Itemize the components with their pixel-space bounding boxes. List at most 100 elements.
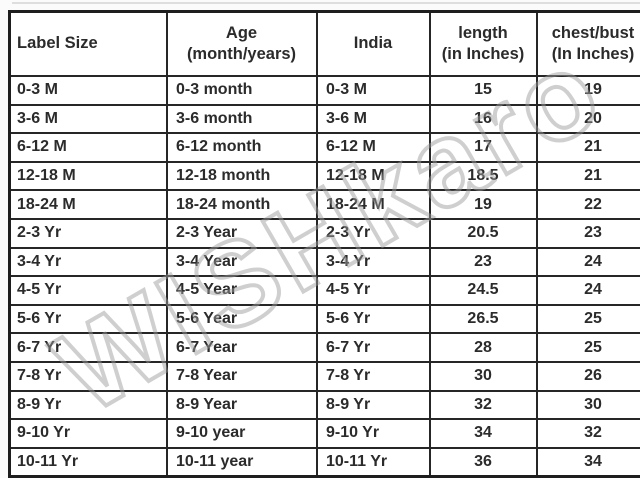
table-cell: 6-7 Year	[167, 333, 317, 362]
table-cell: 6-12 M	[317, 133, 430, 162]
header-line: (month/years)	[168, 44, 315, 65]
table-cell: 24	[537, 276, 640, 305]
header-line: Label Size	[17, 33, 165, 54]
header-row: Label Size Age (month/years) India lengt…	[10, 12, 640, 77]
table-cell: 9-10 year	[167, 419, 317, 448]
table-cell: 3-6 month	[167, 105, 317, 134]
table-cell: 7-8 Yr	[10, 362, 168, 391]
table-cell: 18.5	[430, 162, 537, 191]
table-cell: 3-6 M	[317, 105, 430, 134]
table-cell: 30	[430, 362, 537, 391]
table-cell: 34	[430, 419, 537, 448]
table-cell: 3-6 M	[10, 105, 168, 134]
table-cell: 3-4 Yr	[10, 248, 168, 277]
table-cell: 8-9 Yr	[317, 391, 430, 420]
header-line: (in Inches)	[431, 44, 535, 65]
table-cell: 7-8 Year	[167, 362, 317, 391]
table-cell: 20	[537, 105, 640, 134]
table-cell: 10-11 Yr	[317, 448, 430, 477]
table-cell: 6-7 Yr	[10, 333, 168, 362]
table-cell: 9-10 Yr	[10, 419, 168, 448]
header-line: (In Inches)	[538, 44, 640, 65]
table-cell: 5-6 Yr	[317, 305, 430, 334]
table-cell: 7-8 Yr	[317, 362, 430, 391]
table-cell: 23	[430, 248, 537, 277]
table-cell: 12-18 M	[10, 162, 168, 191]
table-cell: 2-3 Year	[167, 219, 317, 248]
table-cell: 26.5	[430, 305, 537, 334]
table-cell: 8-9 Yr	[10, 391, 168, 420]
table-cell: 4-5 Yr	[10, 276, 168, 305]
table-cell: 32	[537, 419, 640, 448]
table-cell: 6-12 M	[10, 133, 168, 162]
table-cell: 10-11 year	[167, 448, 317, 477]
photo-top-edge-artifact	[12, 2, 640, 4]
table-cell: 6-12 month	[167, 133, 317, 162]
table-cell: 3-4 Yr	[317, 248, 430, 277]
col-header-label-size: Label Size	[10, 12, 168, 77]
table-cell: 36	[430, 448, 537, 477]
table-cell: 5-6 Yr	[10, 305, 168, 334]
table-cell: 21	[537, 133, 640, 162]
table-cell: 25	[537, 333, 640, 362]
table-cell: 24	[537, 248, 640, 277]
table-cell: 10-11 Yr	[10, 448, 168, 477]
table-cell: 17	[430, 133, 537, 162]
table-cell: 23	[537, 219, 640, 248]
table-cell: 26	[537, 362, 640, 391]
table-header: Label Size Age (month/years) India lengt…	[10, 12, 640, 77]
table-cell: 12-18 M	[317, 162, 430, 191]
table-cell: 0-3 month	[167, 76, 317, 105]
table-cell: 5-6 Year	[167, 305, 317, 334]
table-cell: 18-24 M	[10, 190, 168, 219]
col-header-age: Age (month/years)	[167, 12, 317, 77]
table-cell: 24.5	[430, 276, 537, 305]
size-chart-table: Label Size Age (month/years) India lengt…	[8, 10, 640, 478]
table-cell: 6-7 Yr	[317, 333, 430, 362]
table-cell: 2-3 Yr	[317, 219, 430, 248]
table-cell: 16	[430, 105, 537, 134]
header-line: India	[318, 33, 428, 54]
table-cell: 19	[537, 76, 640, 105]
table-cell: 12-18 month	[167, 162, 317, 191]
col-header-chest-bust: chest/bust (In Inches)	[537, 12, 640, 77]
table-cell: 20.5	[430, 219, 537, 248]
table-cell: 9-10 Yr	[317, 419, 430, 448]
table-cell: 30	[537, 391, 640, 420]
table-cell: 19	[430, 190, 537, 219]
table-cell: 34	[537, 448, 640, 477]
header-line: length	[431, 23, 535, 44]
header-line: chest/bust	[538, 23, 640, 44]
col-header-length: length (in Inches)	[430, 12, 537, 77]
table-cell: 18-24 M	[317, 190, 430, 219]
table-cell: 0-3 M	[10, 76, 168, 105]
table-cell: 4-5 Yr	[317, 276, 430, 305]
table-cell: 4-5 Year	[167, 276, 317, 305]
table-cell: 0-3 M	[317, 76, 430, 105]
table-cell: 25	[537, 305, 640, 334]
table-cell: 21	[537, 162, 640, 191]
table-cell: 32	[430, 391, 537, 420]
table-cell: 22	[537, 190, 640, 219]
table-cell: 18-24 month	[167, 190, 317, 219]
table-cell: 8-9 Year	[167, 391, 317, 420]
table-cell: 15	[430, 76, 537, 105]
table-cell: 2-3 Yr	[10, 219, 168, 248]
table-cell: 28	[430, 333, 537, 362]
table-cell: 3-4 Year	[167, 248, 317, 277]
col-header-india: India	[317, 12, 430, 77]
